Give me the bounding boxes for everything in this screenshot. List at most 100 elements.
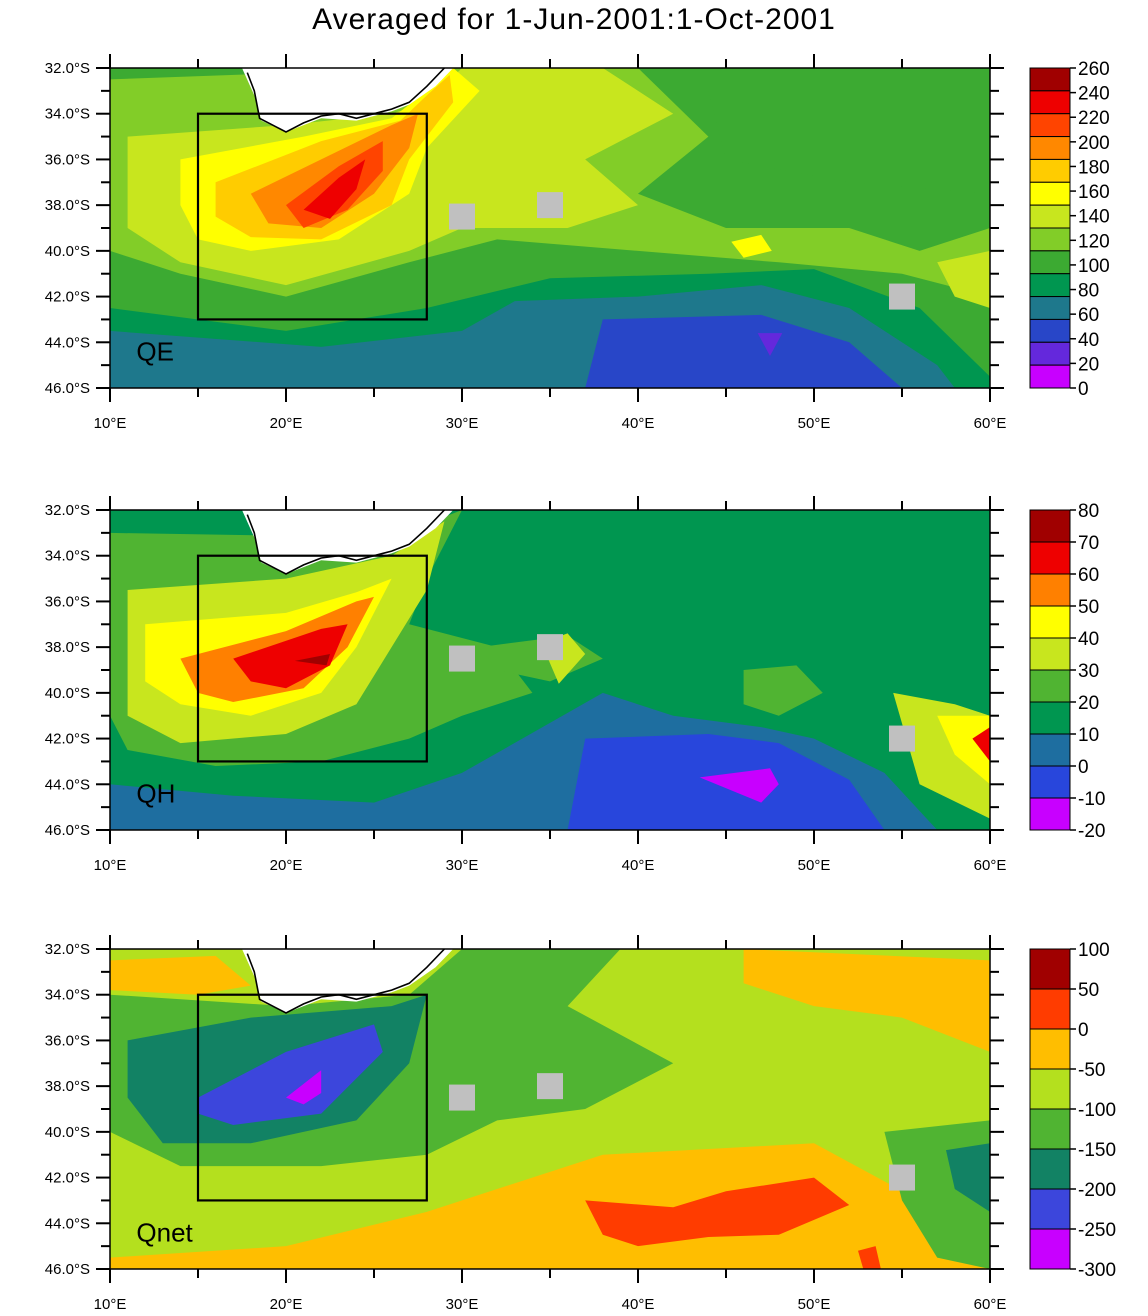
y-tick-label: 40.0°S — [45, 1124, 90, 1141]
panel-label: QE — [136, 337, 174, 367]
x-tick-label: 10°E — [94, 415, 127, 432]
colorbar-swatch — [1029, 733, 1071, 767]
colorbar-swatch — [1029, 204, 1071, 229]
contour-field — [110, 68, 990, 388]
x-tick-label: 40°E — [622, 415, 655, 432]
grey-marker — [449, 645, 475, 672]
y-tick-label: 36.0°S — [45, 1032, 90, 1049]
colorbar-swatch — [1029, 948, 1071, 990]
land — [242, 949, 454, 1013]
colorbar-label: 200 — [1078, 133, 1110, 154]
colorbar-swatch — [1029, 637, 1071, 671]
panel-label: Qnet — [136, 1218, 193, 1248]
colorbar-label: 70 — [1078, 533, 1099, 554]
panel-qnet: 10°E 20°E 30°E 40°E 50°E 60°E 32.0°S 34.0°S 36.0… — [45, 935, 1116, 1313]
page-title: Averaged for 1-Jun-2001:1-Oct-2001 — [312, 3, 836, 36]
x-tick-label: 40°E — [622, 1296, 655, 1313]
x-tick-label: 40°E — [622, 857, 655, 874]
contour-region — [303, 159, 366, 219]
y-tick-label: 38.0°S — [45, 197, 90, 214]
colorbar-label: 120 — [1078, 231, 1110, 252]
contour-region — [743, 665, 823, 716]
contour-region — [743, 949, 990, 1052]
x-tick-label: 20°E — [270, 857, 303, 874]
colorbar-label: -250 — [1078, 1220, 1116, 1241]
colorbar-label: 40 — [1078, 330, 1099, 351]
contour-region — [198, 1024, 383, 1125]
colorbar-swatch — [1029, 136, 1071, 160]
colorbar-swatch — [1029, 67, 1071, 92]
contour-region — [110, 955, 251, 995]
colorbar-swatch — [1029, 158, 1071, 183]
grey-marker — [449, 203, 475, 230]
contour-region — [972, 727, 990, 762]
colorbar-label: -10 — [1078, 789, 1105, 810]
colorbar-swatch — [1029, 1028, 1071, 1070]
grey-marker — [889, 1164, 915, 1191]
colorbar-label: 0 — [1078, 1020, 1089, 1041]
contour-region — [946, 1143, 990, 1212]
colorbar-swatch — [1029, 90, 1071, 115]
colorbar-swatch — [1029, 605, 1071, 639]
colorbar-label: -100 — [1078, 1100, 1116, 1121]
colorbar-swatch — [1029, 988, 1071, 1030]
colorbar-swatch — [1029, 701, 1071, 735]
contour-region — [937, 250, 990, 308]
region-box — [196, 993, 428, 1202]
colorbar-label: -150 — [1078, 1140, 1116, 1161]
colorbar-label: 160 — [1078, 182, 1110, 203]
colorbar-swatch — [1029, 318, 1071, 343]
land — [242, 510, 454, 574]
y-tick-label: 38.0°S — [45, 1078, 90, 1095]
colorbar-label: 50 — [1078, 980, 1099, 1001]
colorbar-label: 180 — [1078, 157, 1110, 178]
colorbar-label: 20 — [1078, 693, 1099, 714]
colorbar-label: 240 — [1078, 84, 1110, 105]
land — [242, 68, 454, 132]
x-tick-label: 30°E — [446, 1296, 479, 1313]
grey-marker — [889, 283, 915, 310]
contour-region — [858, 1246, 881, 1269]
grey-marker — [449, 1084, 475, 1111]
grey-marker — [537, 634, 563, 661]
y-tick-label: 34.0°S — [45, 548, 90, 565]
panel-label: QH — [136, 779, 175, 809]
colorbar-label: 30 — [1078, 661, 1099, 682]
y-tick-label: 40.0°S — [45, 685, 90, 702]
colorbar-swatch — [1029, 296, 1071, 320]
y-tick-label: 44.0°S — [45, 334, 90, 351]
colorbar-swatch — [1029, 669, 1071, 703]
contour-region — [585, 314, 902, 388]
y-tick-label: 46.0°S — [45, 822, 90, 839]
region-box — [196, 112, 428, 321]
x-tick-label: 50°E — [798, 1296, 831, 1313]
colorbar-swatch — [1029, 364, 1071, 389]
colorbar-label: 60 — [1078, 305, 1099, 326]
grey-marker — [889, 725, 915, 752]
coastline — [246, 510, 446, 575]
y-tick-label: 32.0°S — [45, 60, 90, 77]
colorbar-swatch — [1029, 1228, 1071, 1270]
x-tick-label: 30°E — [446, 857, 479, 874]
x-tick-label: 10°E — [94, 857, 127, 874]
colorbar-label: 140 — [1078, 207, 1110, 228]
colorbar-label: 10 — [1078, 725, 1099, 746]
y-tick-label: 34.0°S — [45, 106, 90, 123]
coastline — [246, 68, 446, 133]
y-tick-label: 32.0°S — [45, 941, 90, 958]
colorbar: 100 50 0 -50 -100 -150 -200 -250 -300 — [1029, 940, 1116, 1281]
panel-qh: 10°E 20°E 30°E 40°E 50°E 60°E 32.0°S 34.0°S 36.0… — [45, 496, 1105, 874]
y-tick-label: 44.0°S — [45, 1215, 90, 1232]
colorbar-swatch — [1029, 1148, 1071, 1190]
panel-qe: 10°E 20°E 30°E 40°E 50°E 60°E 32.0°S 34.0°S 36.0… — [45, 54, 1110, 432]
x-tick-label: 50°E — [798, 857, 831, 874]
region-box — [196, 554, 428, 763]
colorbar-label: 50 — [1078, 597, 1099, 618]
y-tick-label: 46.0°S — [45, 380, 90, 397]
colorbar-label: 0 — [1078, 379, 1089, 400]
colorbar-swatch — [1029, 797, 1071, 831]
colorbar-label: -50 — [1078, 1060, 1105, 1081]
colorbar-label: 100 — [1078, 940, 1110, 961]
x-tick-label: 30°E — [446, 415, 479, 432]
